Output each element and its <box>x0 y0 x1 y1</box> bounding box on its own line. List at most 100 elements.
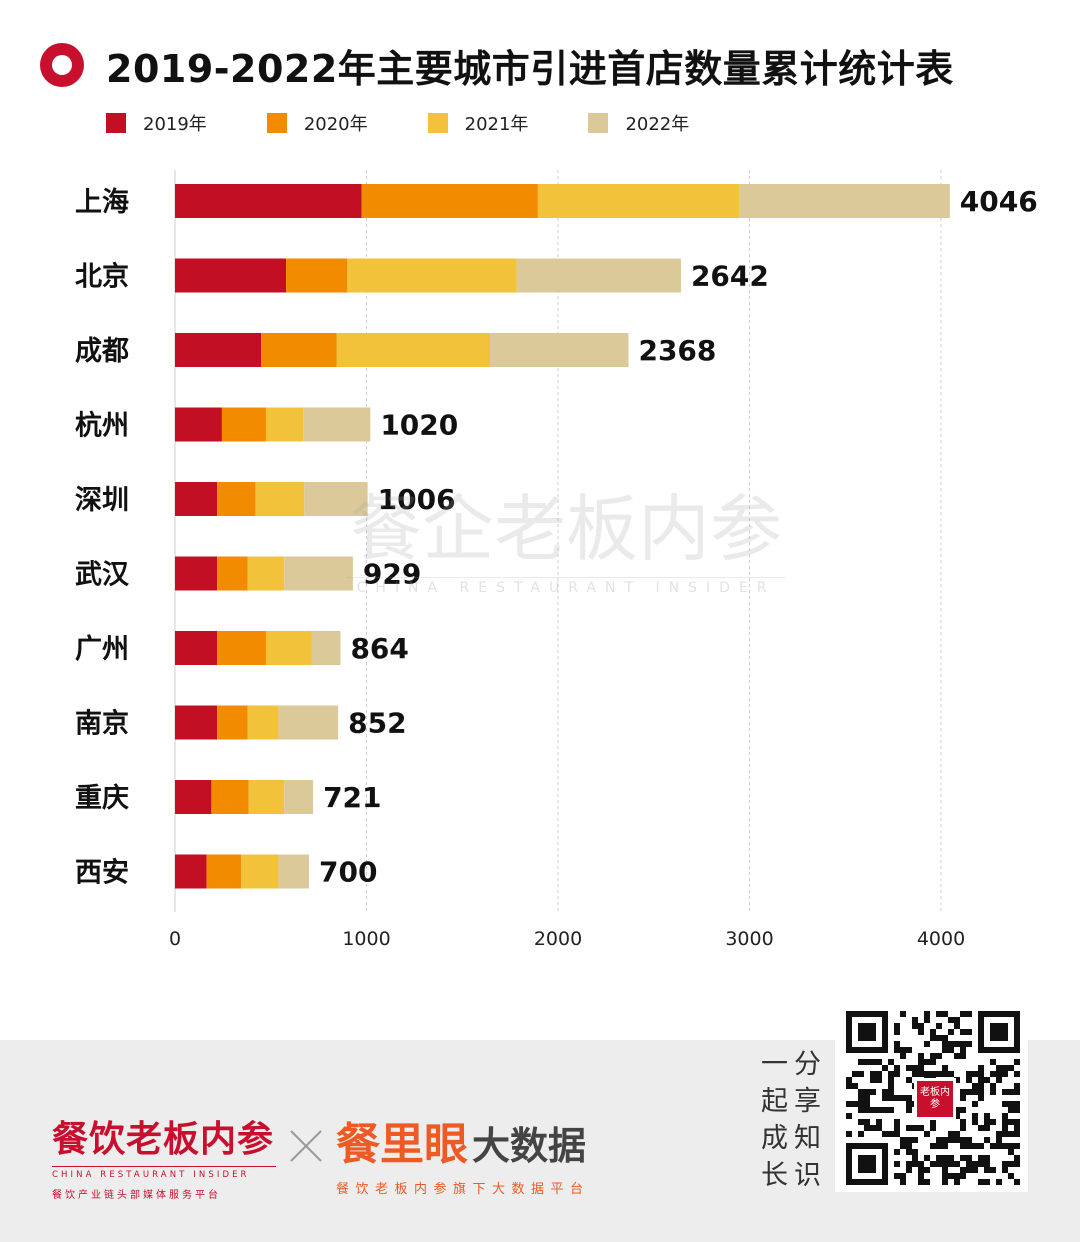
bar-segment <box>738 184 950 218</box>
category-label: 广州 <box>75 634 129 665</box>
legend: 2019年 2020年 2021年 2022年 <box>106 110 749 136</box>
bar-segment <box>175 705 218 740</box>
bar-segment <box>175 333 262 367</box>
total-label: 852 <box>348 707 406 740</box>
brand2-name-b: 大数据 <box>472 1124 587 1168</box>
total-label: 1020 <box>380 409 458 442</box>
brand2-tagline: 餐饮老板内参旗下大数据平台 <box>336 1182 590 1197</box>
bar-segment <box>175 258 287 293</box>
bar-segment <box>278 854 310 889</box>
bar-segment <box>336 333 491 367</box>
legend-item: 2019年 <box>106 110 207 136</box>
bar-segment <box>284 556 353 591</box>
total-label: 4046 <box>960 185 1038 218</box>
bar-segment <box>247 705 279 740</box>
bar-segment <box>361 184 538 218</box>
bar-segment <box>261 333 337 367</box>
category-label: 南京 <box>75 708 129 740</box>
legend-swatch <box>427 113 448 133</box>
share-char: 成 <box>761 1123 788 1154</box>
title-row: 2019-2022年主要城市引进首店数量累计统计表 <box>40 38 954 92</box>
bar-segment <box>490 333 629 367</box>
category-label: 重庆 <box>75 782 129 814</box>
total-label: 864 <box>350 632 408 665</box>
cross-icon <box>290 1130 322 1162</box>
bar-segment <box>255 482 305 516</box>
bar-segment <box>537 184 739 218</box>
category-label: 深圳 <box>75 485 129 516</box>
legend-item: 2022年 <box>588 110 689 136</box>
bar-segment <box>304 482 368 516</box>
category-label: 北京 <box>75 261 129 293</box>
legend-item: 2021年 <box>427 110 529 136</box>
category-label: 上海 <box>75 187 129 218</box>
bar-segment <box>217 705 248 740</box>
legend-swatch <box>106 113 126 133</box>
brand-logo-neican: 餐饮老板内参 CHINA RESTAURANT INSIDER 餐饮产业链头部媒… <box>52 1110 276 1201</box>
bar-segment <box>175 631 218 665</box>
bar-segment <box>265 631 312 665</box>
bar-segment <box>265 407 304 442</box>
total-label: 700 <box>319 856 377 889</box>
brand2-name: 餐里眼 大数据 <box>336 1108 590 1172</box>
legend-label: 2019年 <box>143 114 207 135</box>
share-char: 享 <box>794 1086 821 1117</box>
qr-code-icon <box>846 1011 1020 1185</box>
bar-segment <box>211 780 249 814</box>
x-tick-label: 0 <box>169 928 181 950</box>
x-tick-label: 3000 <box>725 928 773 950</box>
bar-segment <box>284 780 314 814</box>
x-tick-label: 4000 <box>917 928 965 950</box>
bar-segment <box>303 407 371 442</box>
share-char: 识 <box>794 1160 821 1191</box>
title-bullet-icon <box>40 43 84 87</box>
share-char: 起 <box>761 1086 788 1117</box>
share-char: 分 <box>794 1049 821 1080</box>
qr-code[interactable]: 老板内参 <box>835 1000 1028 1192</box>
brand1-en: CHINA RESTAURANT INSIDER <box>52 1166 276 1180</box>
bar-segment <box>206 854 242 889</box>
bar-segment <box>516 258 681 293</box>
total-label: 721 <box>323 781 381 814</box>
bar-segment <box>278 705 339 740</box>
bar-segment <box>217 556 248 591</box>
share-char: 一 <box>761 1049 788 1080</box>
category-label: 武汉 <box>75 560 130 591</box>
total-label: 1006 <box>378 483 456 516</box>
x-tick-label: 1000 <box>342 928 390 950</box>
bar-segment <box>347 258 517 293</box>
legend-label: 2021年 <box>464 114 529 135</box>
bar-segment <box>175 482 218 516</box>
total-label: 2642 <box>691 260 769 293</box>
category-label: 杭州 <box>75 410 129 442</box>
bar-segment <box>175 854 207 889</box>
share-char: 长 <box>761 1160 788 1191</box>
bar-segment <box>311 631 341 665</box>
legend-swatch <box>266 113 287 133</box>
category-label: 西安 <box>75 858 129 889</box>
bar-segment <box>247 556 285 591</box>
brand1-name: 餐饮老板内参 <box>52 1118 275 1160</box>
category-label: 成都 <box>75 336 129 367</box>
bar-segment <box>248 780 285 814</box>
brand1-tagline: 餐饮产业链头部媒体服务平台 <box>52 1190 221 1201</box>
legend-item: 2020年 <box>266 110 368 136</box>
bar-segment <box>217 631 266 665</box>
bar-segment <box>286 258 348 293</box>
brand-logo-canliyan: 餐里眼 大数据 餐饮老板内参旗下大数据平台 <box>336 1108 590 1197</box>
qr-center-logo: 老板内参 <box>914 1078 956 1120</box>
stacked-bar-chart: 0 1000 2000 3000 4000 上海 4046 北京 2642 成都 2368 杭州 102… <box>75 170 1038 950</box>
bar-segment <box>175 184 362 218</box>
brand2-name-a: 餐里眼 <box>336 1119 468 1170</box>
bar-segment <box>221 407 266 442</box>
share-char: 知 <box>794 1123 821 1154</box>
bar-segment <box>175 407 222 442</box>
bar-segment <box>217 482 256 516</box>
legend-label: 2020年 <box>303 114 368 135</box>
bar-segment <box>241 854 279 889</box>
total-label: 2368 <box>638 334 716 367</box>
chart-title: 2019-2022年主要城市引进首店数量累计统计表 <box>106 46 954 91</box>
share-slogan: 一 分 起 享 成 知 长 识 <box>758 1046 824 1194</box>
bar-segment <box>175 556 218 591</box>
legend-label: 2022年 <box>625 114 690 135</box>
